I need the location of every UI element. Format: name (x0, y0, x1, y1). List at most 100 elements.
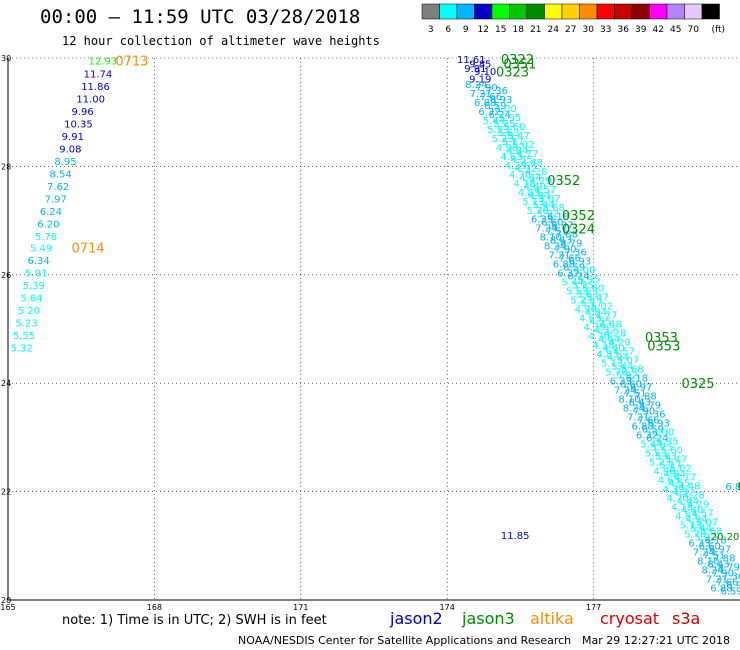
swh-label: 11.74 (84, 70, 113, 81)
swh-label: 5.02 (669, 464, 691, 475)
swh-label: 4.70 (666, 494, 688, 505)
swh-label: 6.32 (557, 269, 579, 280)
swh-label: 6.59 (642, 425, 664, 436)
colorbar-label: 33 (600, 25, 611, 35)
swh-label: 4.94 (528, 191, 550, 202)
y-tick-label: 26 (1, 271, 11, 280)
swh-label: 7.90 (633, 407, 655, 418)
swh-label: 4.70 (509, 170, 531, 181)
color-scale-legend: 3 6 9 12 15 18 21 24 27 30 33 36 39 42 45 70 (ft) (421, 3, 725, 35)
swh-label: 6.88 (474, 98, 496, 109)
x-tick-label: 171 (293, 603, 308, 612)
swh-label: 8.43 (629, 398, 651, 409)
swh-label: 5.23 (649, 458, 671, 469)
swh-label: 5.13 (522, 197, 544, 208)
swh-label: 5.17 (580, 299, 602, 310)
swh-label: 5.60 (582, 284, 604, 295)
swh-label: 5.78 (35, 232, 57, 243)
swh-label: 6.33 (531, 215, 553, 226)
swh-label: 8.79 (718, 563, 740, 574)
swh-label: 6.59 (484, 101, 506, 112)
time-label: 0323 (496, 66, 529, 81)
swh-label: 8.10 (618, 395, 640, 406)
swh-label: 5.23 (570, 296, 592, 307)
swh-label: 4.77 (595, 311, 617, 322)
time-label: 0325 (681, 377, 714, 392)
swh-label: 5.07 (696, 518, 718, 529)
footer-note: note: 1) Time is in UTC; 2) SWH is in fe… (62, 613, 327, 628)
swh-label: 9.96 (71, 107, 93, 118)
swh-label: 6.18 (547, 212, 569, 223)
swh-label: 7.21 (548, 251, 570, 262)
swh-label: 5.44 (561, 278, 583, 289)
swh-label: 6.97 (551, 221, 573, 232)
swh-label: 6.33 (610, 377, 632, 388)
swh-label: 4.57 (613, 347, 635, 358)
swh-label: 4.48 (599, 320, 621, 331)
swh-label: 5.39 (23, 281, 45, 292)
swh-label: 5.25 (650, 443, 672, 454)
swh-label: 7.62 (47, 182, 69, 193)
swh-label: 6.60 (620, 380, 642, 391)
swh-label: 5.76 (684, 530, 706, 541)
swh-label: 4.28 (525, 167, 547, 178)
swh-label: 4.28 (604, 329, 626, 340)
colorbar-label: 42 (653, 25, 664, 35)
swh-label: 4.39 (505, 161, 527, 172)
swh-label: 4.48 (521, 158, 543, 169)
colorbar-label: 9 (463, 25, 469, 35)
swh-label: 7.90 (475, 83, 497, 94)
swh-label: 4.18 (513, 179, 535, 190)
swh-label: 5.47 (508, 131, 530, 142)
swh-label: 5.47 (665, 455, 687, 466)
swh-label: 5.44 (690, 524, 712, 535)
colorbar-label: 3 (428, 25, 434, 35)
swh-label: 4.28 (683, 491, 705, 502)
swh-label: 4.29 (687, 500, 709, 511)
swh-label: 5.60 (661, 446, 683, 457)
swh-label: 8.79 (639, 401, 661, 412)
swh-label: 4.83 (596, 350, 618, 361)
chart-title: 00:00 – 11:59 UTC 03/28/2018 (40, 6, 361, 28)
swh-label: 6.00 (652, 428, 674, 439)
swh-label: 4.18 (592, 341, 614, 352)
swh-label: 7.21 (470, 89, 492, 100)
swh-label: 11.00 (76, 95, 105, 106)
swh-label: 7.51 (624, 389, 646, 400)
y-tick-label: 20 (1, 596, 11, 605)
swh-label: 4.44 (598, 335, 620, 346)
colorbar-label: 45 (670, 25, 681, 35)
legend-s3a: s3a (672, 609, 701, 628)
swh-label: 4.63 (500, 152, 522, 163)
swh-label: 8.24 (701, 566, 723, 577)
swh-label: 5.68 (700, 527, 722, 538)
swh-label: 5.63 (576, 290, 598, 301)
swh-label: 7.66 (637, 416, 659, 427)
colorbar-label: 30 (583, 25, 595, 35)
colorbar-label: 12 (478, 25, 489, 35)
swh-label: 6.93 (726, 581, 740, 592)
swh-label: 5.55 (13, 331, 35, 342)
swh-label: 4.44 (677, 497, 699, 508)
colorbar-label: 18 (513, 25, 525, 35)
colorbar-label: 27 (565, 25, 576, 35)
x-tick-label: 174 (440, 603, 455, 612)
swh-label: 5.07 (538, 194, 560, 205)
y-tick-label: 28 (1, 162, 11, 171)
swh-label: 4.55 (510, 155, 532, 166)
swh-label: 4.29 (608, 338, 630, 349)
swh-label: 6.59 (720, 587, 740, 598)
swh-label: 9.91 (62, 132, 84, 143)
colorbar-label: 21 (530, 25, 541, 35)
swh-label: 5.44 (640, 440, 662, 451)
swh-label: 4.48 (678, 482, 700, 493)
time-label: 0351 (503, 57, 536, 72)
swh-label: 5.25 (572, 281, 594, 292)
swh-label: 5.60 (503, 122, 525, 133)
swh-label: 6.24 (567, 272, 589, 283)
colorbar-label: 24 (548, 25, 560, 35)
swh-label: 6.00 (494, 104, 516, 115)
swh-label: 8.95 (54, 157, 76, 168)
colorbar-label: 36 (618, 25, 630, 35)
swh-label: 4.84 (664, 470, 686, 481)
